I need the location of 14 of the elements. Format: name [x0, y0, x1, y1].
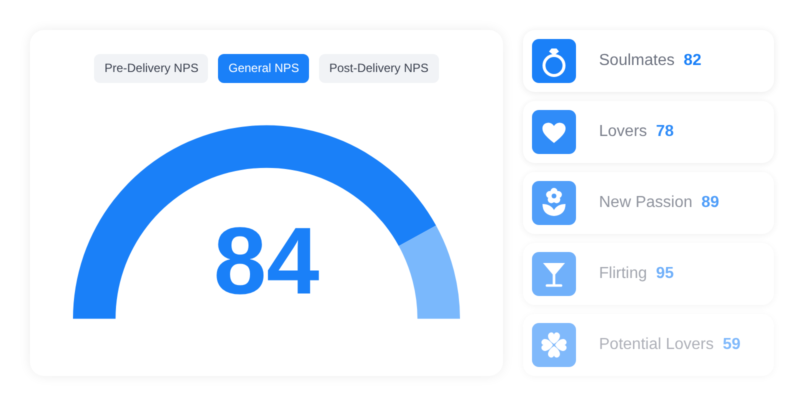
data-label: 84 [214, 208, 320, 315]
category-label: Flirting [599, 265, 648, 282]
tab-button[interactable]: Post-Delivery NPS [319, 54, 439, 83]
category-label: New Passion [599, 194, 692, 211]
category-label: Lovers [599, 123, 648, 140]
tab-button[interactable]: Pre-Delivery NPS [94, 54, 208, 83]
data-label: 78 [656, 123, 674, 140]
data-label: 95 [656, 265, 674, 282]
data-label: 59 [722, 336, 741, 353]
category-label: Soulmates [599, 52, 675, 69]
category-label: Potential Lovers [599, 336, 714, 353]
data-label: 89 [701, 194, 720, 211]
data-label: 82 [684, 52, 702, 69]
tab-button[interactable]: General NPS [218, 54, 310, 83]
